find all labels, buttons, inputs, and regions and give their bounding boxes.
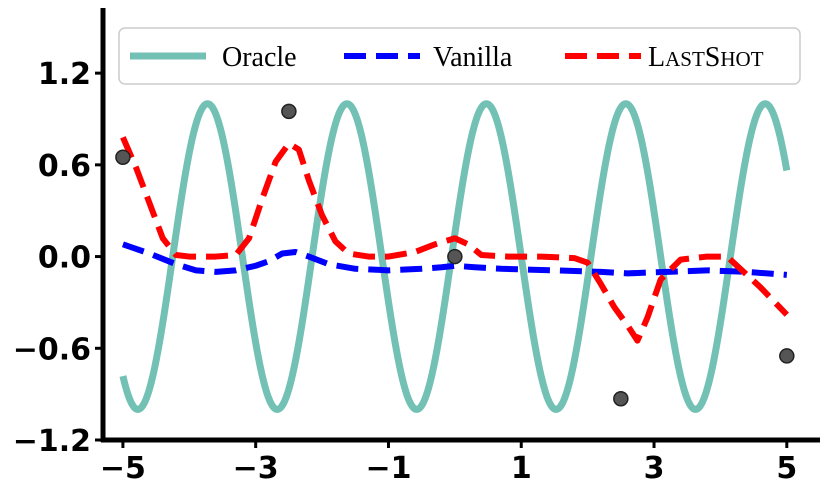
x-tick-label: 5 xyxy=(776,451,797,486)
x-tick-label: −1 xyxy=(365,451,411,486)
context-point xyxy=(115,149,131,165)
legend-label-part: AST xyxy=(665,47,705,71)
series-line-lastshot xyxy=(120,136,789,344)
legend-label: LASTSHOT xyxy=(648,42,764,73)
context-point xyxy=(779,348,795,364)
context-point xyxy=(613,390,629,407)
x-tick-label: −3 xyxy=(233,451,279,486)
y-tick-label: 0.6 xyxy=(38,149,91,184)
y-tick-label: 0.0 xyxy=(38,241,91,276)
legend-label: Vanilla xyxy=(433,42,513,73)
context-point xyxy=(447,248,463,265)
y-tick-label: −0.6 xyxy=(13,332,91,367)
x-tick-label: 3 xyxy=(644,451,665,486)
legend-label-part: S xyxy=(705,42,721,73)
y-tick-label: −1.2 xyxy=(13,424,91,459)
legend-label-part: L xyxy=(648,42,665,73)
y-tick-label: 1.2 xyxy=(38,57,91,92)
x-tick-label: 1 xyxy=(511,451,532,486)
legend-label: Oracle xyxy=(222,42,297,73)
series-line-oracle xyxy=(119,100,791,413)
x-tick-label: −5 xyxy=(100,451,146,486)
legend-label-part: HOT xyxy=(720,47,763,71)
context-point xyxy=(281,103,297,120)
legend-box xyxy=(118,27,801,85)
series-line-vanilla xyxy=(121,241,788,278)
